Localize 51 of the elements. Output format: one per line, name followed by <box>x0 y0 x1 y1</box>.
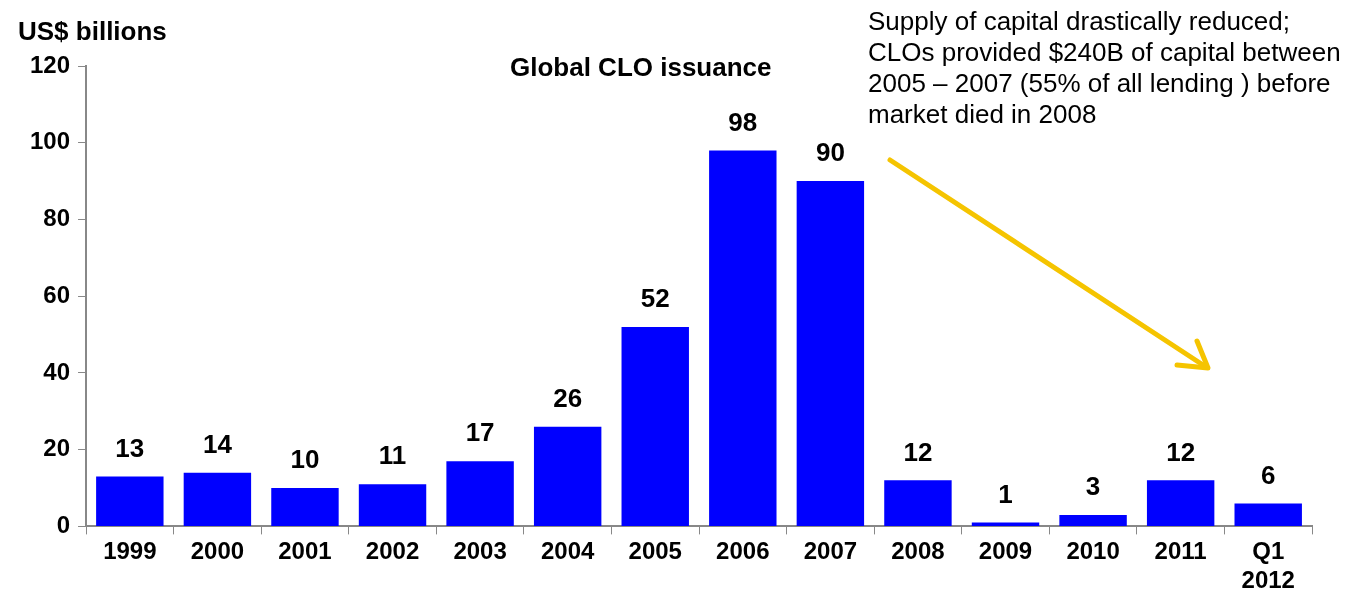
bar <box>709 150 777 526</box>
data-label: 14 <box>202 428 233 459</box>
data-label: 52 <box>640 283 670 314</box>
x-tick-label: 2003 <box>453 537 507 565</box>
data-label: 98 <box>728 106 758 137</box>
x-tick-label: 2010 <box>1066 537 1120 565</box>
data-label: 13 <box>115 432 145 463</box>
data-label: 3 <box>1085 471 1101 502</box>
bar <box>1059 514 1127 526</box>
bar <box>446 461 514 526</box>
data-label: 1 <box>998 478 1013 509</box>
bar <box>271 488 339 526</box>
x-tick-label: 2006 <box>716 537 770 565</box>
x-tick-label: 2000 <box>190 537 245 565</box>
data-label: 10 <box>290 444 320 475</box>
data-label: 17 <box>465 417 495 448</box>
y-tick-label: 20 <box>43 434 71 462</box>
y-tick-label: 0 <box>56 511 71 539</box>
annotation: Supply of capital drastically reduced; CLOs provided $240B of capital between 2005 – 2007 (55% of all lending ) before market died in 2008 <box>868 6 1342 130</box>
x-tick-label: 2004 <box>540 537 596 565</box>
data-label: 11 <box>378 440 407 471</box>
y-tick-label: 60 <box>43 280 71 308</box>
bar <box>796 181 865 526</box>
bar <box>621 326 689 526</box>
bar <box>884 480 952 526</box>
x-tick-label: Q1 2012 <box>1241 537 1295 594</box>
data-label: 6 <box>1260 459 1276 490</box>
x-tick-label: 2005 <box>628 537 682 565</box>
chart-title: Global CLO issuance <box>510 52 772 83</box>
data-label: 26 <box>553 382 583 413</box>
y-tick-label: 80 <box>43 204 71 232</box>
data-label: 12 <box>1166 436 1196 467</box>
x-tick-label: 2007 <box>803 537 858 565</box>
y-axis-title: US$ billions <box>18 16 167 47</box>
data-label: 90 <box>815 137 845 168</box>
bar <box>533 426 602 526</box>
x-tick-label: 2009 <box>978 537 1033 565</box>
y-tick-label: 120 <box>30 50 71 78</box>
data-label: 12 <box>903 436 933 467</box>
bar <box>96 476 164 526</box>
x-tick-label: 2001 <box>278 537 332 565</box>
x-tick-label: 2002 <box>365 537 420 565</box>
bar <box>1234 503 1302 526</box>
x-tick-label: 2011 <box>1154 537 1207 565</box>
bar <box>183 472 252 526</box>
y-tick-label: 40 <box>43 357 71 385</box>
bar <box>1146 480 1215 526</box>
x-tick-label: 1999 <box>103 537 157 565</box>
x-tick-label: 2008 <box>891 537 945 565</box>
bar <box>358 484 427 526</box>
y-tick-label: 100 <box>30 127 71 155</box>
